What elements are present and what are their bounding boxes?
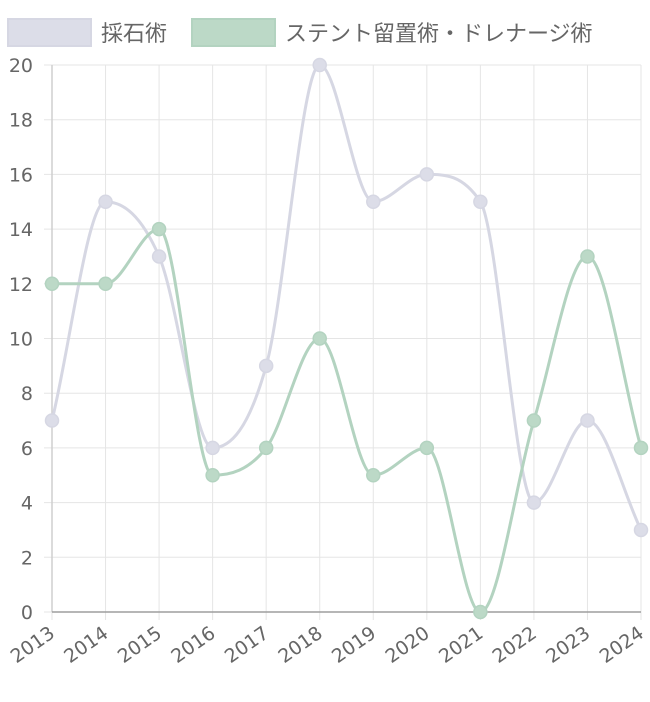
- chart-grid: [44, 64, 642, 620]
- x-tick-label: 2015: [114, 622, 166, 668]
- x-tick-label: 2014: [60, 622, 112, 668]
- data-point[interactable]: [366, 468, 381, 483]
- y-tick-label: 0: [21, 602, 33, 624]
- data-point[interactable]: [419, 167, 435, 182]
- data-point[interactable]: [580, 249, 595, 264]
- data-point[interactable]: [633, 440, 649, 456]
- data-point[interactable]: [151, 221, 167, 237]
- y-tick-label: 8: [21, 383, 33, 405]
- data-point[interactable]: [312, 57, 327, 73]
- y-tick-label: 18: [9, 110, 33, 132]
- data-point[interactable]: [526, 413, 542, 428]
- legend-swatch: [7, 18, 92, 47]
- data-point[interactable]: [473, 194, 488, 209]
- chart-axes: [51, 65, 641, 613]
- data-point[interactable]: [205, 440, 220, 456]
- legend-label: ステント留置術・ドレナージ術: [285, 22, 593, 47]
- y-tick-label: 10: [9, 329, 33, 351]
- x-tick-label: 2024: [596, 622, 648, 668]
- y-tick-label: 2: [21, 547, 33, 569]
- x-tick-label: 2017: [221, 622, 273, 668]
- x-tick-label: 2020: [381, 622, 433, 668]
- x-tick-label: 2022: [489, 622, 541, 668]
- data-point[interactable]: [419, 440, 435, 456]
- series-line: [50, 227, 643, 614]
- data-point[interactable]: [526, 495, 542, 510]
- data-point[interactable]: [580, 413, 595, 428]
- x-tick-label: 2018: [274, 622, 326, 668]
- data-point[interactable]: [473, 604, 488, 620]
- legend-swatch: [191, 18, 276, 47]
- y-tick-label: 14: [9, 219, 33, 241]
- y-tick-label: 12: [9, 274, 33, 296]
- series-2: [44, 221, 649, 620]
- data-point[interactable]: [366, 194, 381, 209]
- x-tick-label: 2016: [167, 622, 219, 668]
- series-layer: [44, 57, 649, 620]
- y-tick-label: 4: [21, 493, 33, 515]
- chart-legend: 採石術 ステント留置術・ドレナージ術: [7, 18, 593, 47]
- data-point[interactable]: [312, 331, 327, 346]
- y-tick-label: 6: [21, 438, 33, 460]
- data-point[interactable]: [44, 276, 60, 292]
- data-point[interactable]: [633, 522, 649, 538]
- y-axis-ticks: 0 2 4 6 8 10 12 14 16 18 20: [9, 55, 33, 624]
- series-line: [50, 63, 643, 532]
- x-tick-label: 2019: [328, 622, 380, 668]
- legend-label: 採石術: [101, 22, 167, 47]
- data-point[interactable]: [258, 358, 274, 374]
- y-tick-label: 20: [9, 55, 33, 77]
- data-point[interactable]: [98, 276, 113, 292]
- series-1: [44, 57, 649, 538]
- data-point[interactable]: [205, 468, 220, 483]
- x-axis-ticks: 2013 2014 2015 2016 2017 2018 2019 2020 2021 2022…: [7, 622, 648, 668]
- data-point[interactable]: [98, 194, 113, 209]
- x-tick-label: 2023: [542, 622, 594, 668]
- data-point[interactable]: [151, 249, 167, 264]
- legend-item-2[interactable]: ステント留置術・ドレナージ術: [191, 18, 593, 47]
- legend-item-1[interactable]: 採石術: [7, 18, 167, 47]
- y-tick-label: 16: [9, 164, 33, 186]
- data-point[interactable]: [258, 440, 274, 456]
- x-tick-label: 2021: [435, 622, 487, 668]
- data-point[interactable]: [44, 413, 60, 428]
- x-tick-label: 2013: [7, 622, 59, 668]
